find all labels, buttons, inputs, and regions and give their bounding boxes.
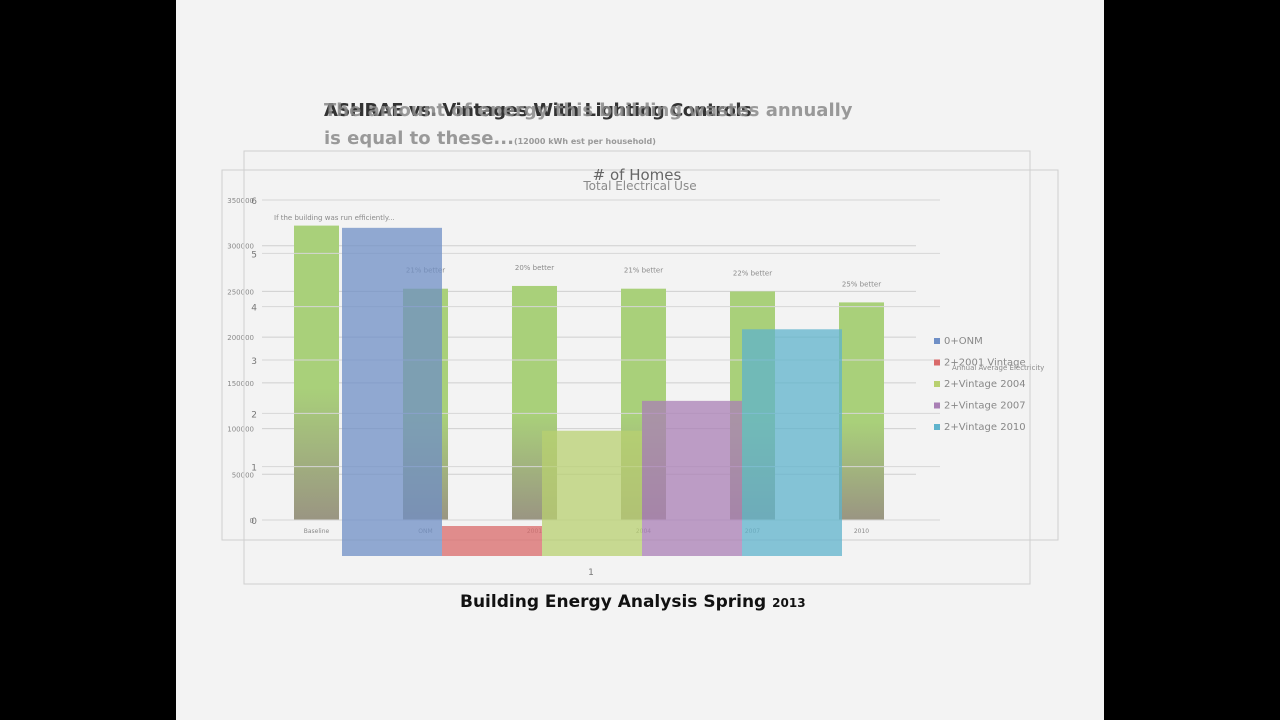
- chart-a-ytick: 0: [250, 517, 254, 525]
- footer-caption: Building Energy Analysis Spring 2013: [460, 592, 806, 612]
- chart-a-data-label: 20% better: [515, 264, 554, 272]
- chart-b-legend-swatch: [934, 338, 940, 344]
- chart-b-ytick: 0: [251, 517, 257, 527]
- chart-b-ytick: 1: [251, 464, 257, 474]
- chart-b-ytick: 2: [251, 410, 257, 420]
- main-title: The amount of energy this building waste…: [324, 100, 853, 121]
- chart-a-ytick: 150000: [227, 380, 254, 388]
- chart-b-bar: [442, 526, 542, 556]
- chart-a-xtick: 2010: [854, 528, 869, 535]
- chart-b-ytick: 4: [251, 304, 257, 314]
- chart-b-xlabel: 1: [588, 568, 594, 578]
- chart-b-legend-label: 0+ONM: [944, 336, 983, 347]
- chart-b-legend-label: 2+Vintage 2010: [944, 422, 1026, 433]
- chart-b-legend-label: 2+Vintage 2007: [944, 401, 1026, 412]
- chart-a-ytick: 50000: [232, 471, 254, 479]
- chart-number-of-homes: # of Homes 0 1 2 3 4 5 6 1 0+ONM 2+2001 Vintage…: [243, 150, 1031, 585]
- chart-b-frame: [243, 150, 1031, 585]
- main-title-line2: is equal to these...(12000 kWh est per h…: [324, 128, 656, 149]
- chart-a-data-label: 25% better: [842, 280, 881, 288]
- chart-a-bar: [839, 302, 884, 520]
- footer-year: 2013: [772, 596, 806, 610]
- chart-a-xtick: Baseline: [304, 528, 330, 535]
- chart-a-ytick: 300000: [227, 243, 254, 251]
- chart-b-legend-swatch: [934, 381, 940, 387]
- chart-b-legend-swatch: [934, 359, 940, 366]
- chart-b-legend-label: 2+Vintage 2004: [944, 379, 1026, 390]
- chart-b-title: # of Homes: [593, 166, 682, 184]
- chart-a-data-label: 21% better: [624, 267, 663, 275]
- chart-a-legend: Annual Average Electricity: [952, 364, 1044, 372]
- chart-a-ytick: 250000: [227, 288, 254, 296]
- chart-b-bar: [642, 400, 742, 556]
- footer-main: Building Energy Analysis Spring: [460, 592, 767, 612]
- chart-b-legend-swatch: [934, 402, 940, 409]
- overlay-title: ASHRAE vs. Vintages With Lighting Contro…: [324, 100, 752, 121]
- chart-b-ytick: 6: [251, 197, 257, 207]
- chart-b-bar: [742, 329, 842, 556]
- chart-b-bar: [342, 227, 442, 557]
- chart-a-bar: [294, 225, 339, 520]
- main-title-line2-text: is equal to these...: [324, 128, 514, 149]
- chart-b-ytick: 5: [251, 250, 257, 260]
- chart-b-ytick: 3: [251, 357, 257, 367]
- chart-a-ytick: 100000: [227, 426, 254, 434]
- chart-a-data-label: 22% better: [733, 269, 772, 277]
- chart-b-legend-swatch: [934, 424, 940, 430]
- chart-a-annotation: If the building was run efficiently...: [274, 214, 395, 222]
- chart-b-bar: [542, 430, 642, 556]
- title-note: (12000 kWh est per household): [513, 137, 656, 146]
- chart-a-ytick: 200000: [227, 334, 254, 342]
- chart-a-title: Total Electrical Use: [582, 179, 696, 193]
- chart-a-ytick: 350000: [227, 197, 254, 205]
- chart-b-legend-label: 2+2001 Vintage: [944, 358, 1026, 369]
